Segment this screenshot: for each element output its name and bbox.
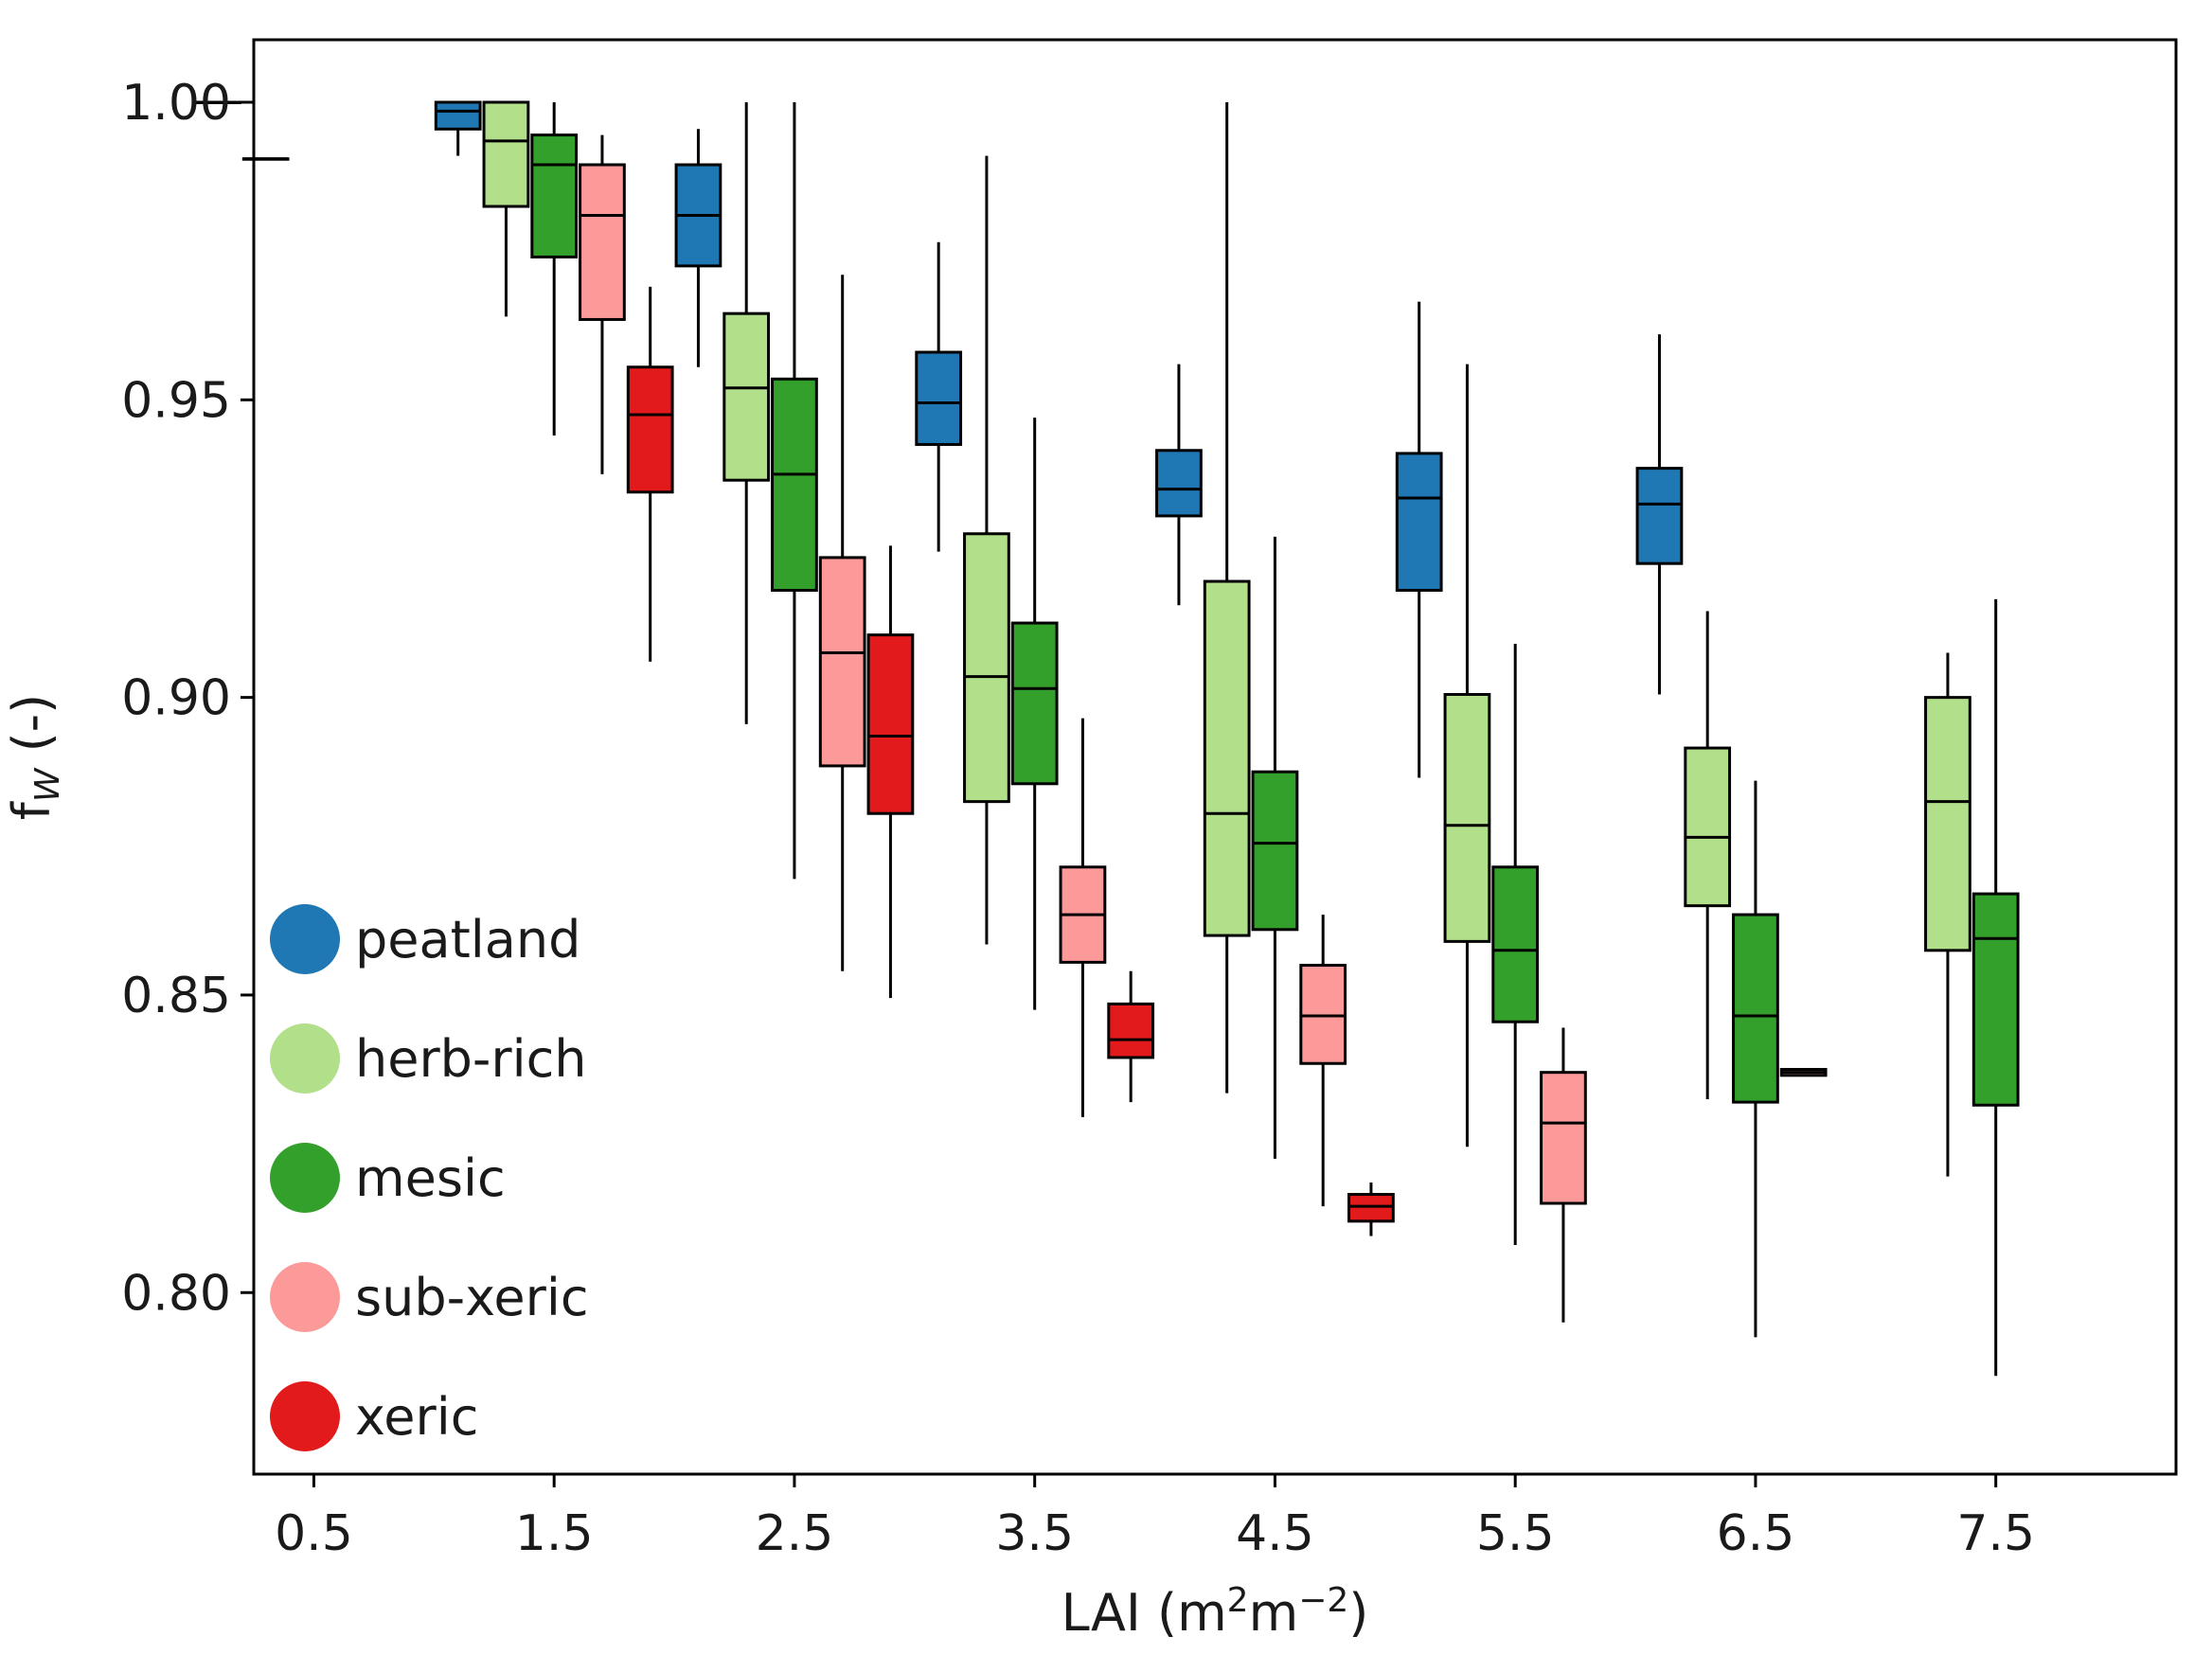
box-body <box>915 350 963 446</box>
box-peatland <box>434 100 482 156</box>
plot-content <box>194 100 2020 1377</box>
box-body <box>1924 696 1971 952</box>
box-body <box>1491 865 1540 1023</box>
box-herb-rich <box>963 155 1010 945</box>
box-herb-rich <box>722 102 771 724</box>
box-body <box>1732 913 1779 1104</box>
box-body <box>866 633 915 815</box>
box-sub-xeric <box>1299 915 1347 1207</box>
box-body <box>482 100 530 208</box>
legend-marker-mesic <box>270 1143 340 1213</box>
box-body <box>579 163 626 321</box>
x-axis-label: LAI (m2m−2) <box>1061 1581 1369 1643</box>
box-sub-xeric <box>818 275 866 971</box>
box-peatland <box>674 129 722 367</box>
legend-marker-sub-xeric <box>270 1262 340 1332</box>
y-axis-label: fW (-) <box>2 694 67 820</box>
box-body <box>626 365 674 494</box>
x-tick-label: 2.5 <box>756 1505 834 1562</box>
box-body <box>771 377 818 592</box>
y-tick-label: 1.00 <box>121 75 231 132</box>
x-tick-label: 4.5 <box>1236 1505 1314 1562</box>
legend-label-sub-xeric: sub-xeric <box>355 1268 589 1327</box>
box-sub-xeric <box>1540 1027 1587 1323</box>
box-herb-rich <box>1203 102 1251 1094</box>
box-body <box>818 556 866 768</box>
box-mesic <box>1491 644 1540 1245</box>
legend-label-mesic: mesic <box>355 1148 506 1208</box>
box-mesic <box>1251 536 1299 1159</box>
box-body <box>1395 452 1443 592</box>
x-tick-label: 0.5 <box>275 1505 353 1562</box>
box-xeric <box>866 545 915 999</box>
box-peatland <box>194 100 241 105</box>
x-tick-label: 7.5 <box>1956 1505 2035 1562</box>
y-tick-label: 0.95 <box>121 372 231 429</box>
box-body <box>1635 467 1684 565</box>
box-xeric <box>626 286 674 662</box>
box-herb-rich <box>482 100 530 317</box>
legend-marker-peatland <box>270 904 340 974</box>
box-body <box>963 532 1010 804</box>
x-tick-label: 1.5 <box>515 1505 594 1562</box>
legend-label-xeric: xeric <box>355 1387 478 1447</box>
box-xeric <box>1107 970 1155 1103</box>
box-body <box>1540 1071 1587 1205</box>
y-tick-label: 0.85 <box>121 968 231 1024</box>
box-body <box>1443 692 1491 943</box>
y-tick-label: 0.80 <box>121 1265 231 1322</box>
box-herb-rich <box>241 157 290 161</box>
box-xeric <box>1347 1182 1395 1236</box>
box-sub-xeric <box>579 134 626 474</box>
box-mesic <box>1732 780 1779 1338</box>
box-sub-xeric <box>1779 1068 1828 1077</box>
box-herb-rich <box>1684 611 1732 1099</box>
box-body <box>1299 964 1347 1065</box>
plot-frame <box>252 38 2178 1476</box>
box-mesic <box>1971 598 2020 1377</box>
box-herb-rich <box>1443 364 1491 1147</box>
box-body <box>1251 770 1299 932</box>
legend-marker-xeric <box>270 1381 340 1451</box>
legend-marker-herb-rich <box>270 1023 340 1094</box>
box-sub-xeric <box>1059 718 1107 1117</box>
x-tick-label: 3.5 <box>995 1505 1074 1562</box>
box-herb-rich <box>1924 652 1971 1177</box>
axes-layer: 0.5 1.5 2.5 3.5 4.5 5.5 6.5 7.5 0.80 0.85 0.90 0.95… <box>121 75 2035 1562</box>
box-body <box>1155 449 1203 518</box>
box-mesic <box>771 102 818 880</box>
legend-label-herb-rich: herb-rich <box>355 1029 587 1089</box>
box-peatland <box>1395 301 1443 778</box>
y-tick-label: 0.90 <box>121 670 231 727</box>
legend: peatland herb-rich mesic sub-xeric xeric <box>270 904 589 1451</box>
box-body <box>1203 579 1251 937</box>
x-tick-label: 6.5 <box>1717 1505 1795 1562</box>
box-peatland <box>915 241 963 552</box>
box-peatland <box>1635 334 1684 695</box>
legend-label-peatland: peatland <box>355 910 580 969</box>
box-body <box>434 100 482 131</box>
box-peatland <box>1155 364 1203 606</box>
x-tick-label: 5.5 <box>1476 1505 1555 1562</box>
box-body <box>1107 1002 1155 1059</box>
box-body <box>1971 892 2020 1107</box>
box-mesic <box>1010 418 1059 1010</box>
box-body <box>1684 746 1732 908</box>
box-body <box>1010 621 1059 786</box>
box-mesic <box>530 102 579 436</box>
box-body <box>530 133 579 258</box>
box-body <box>722 311 771 482</box>
box-body <box>1347 1193 1395 1223</box>
